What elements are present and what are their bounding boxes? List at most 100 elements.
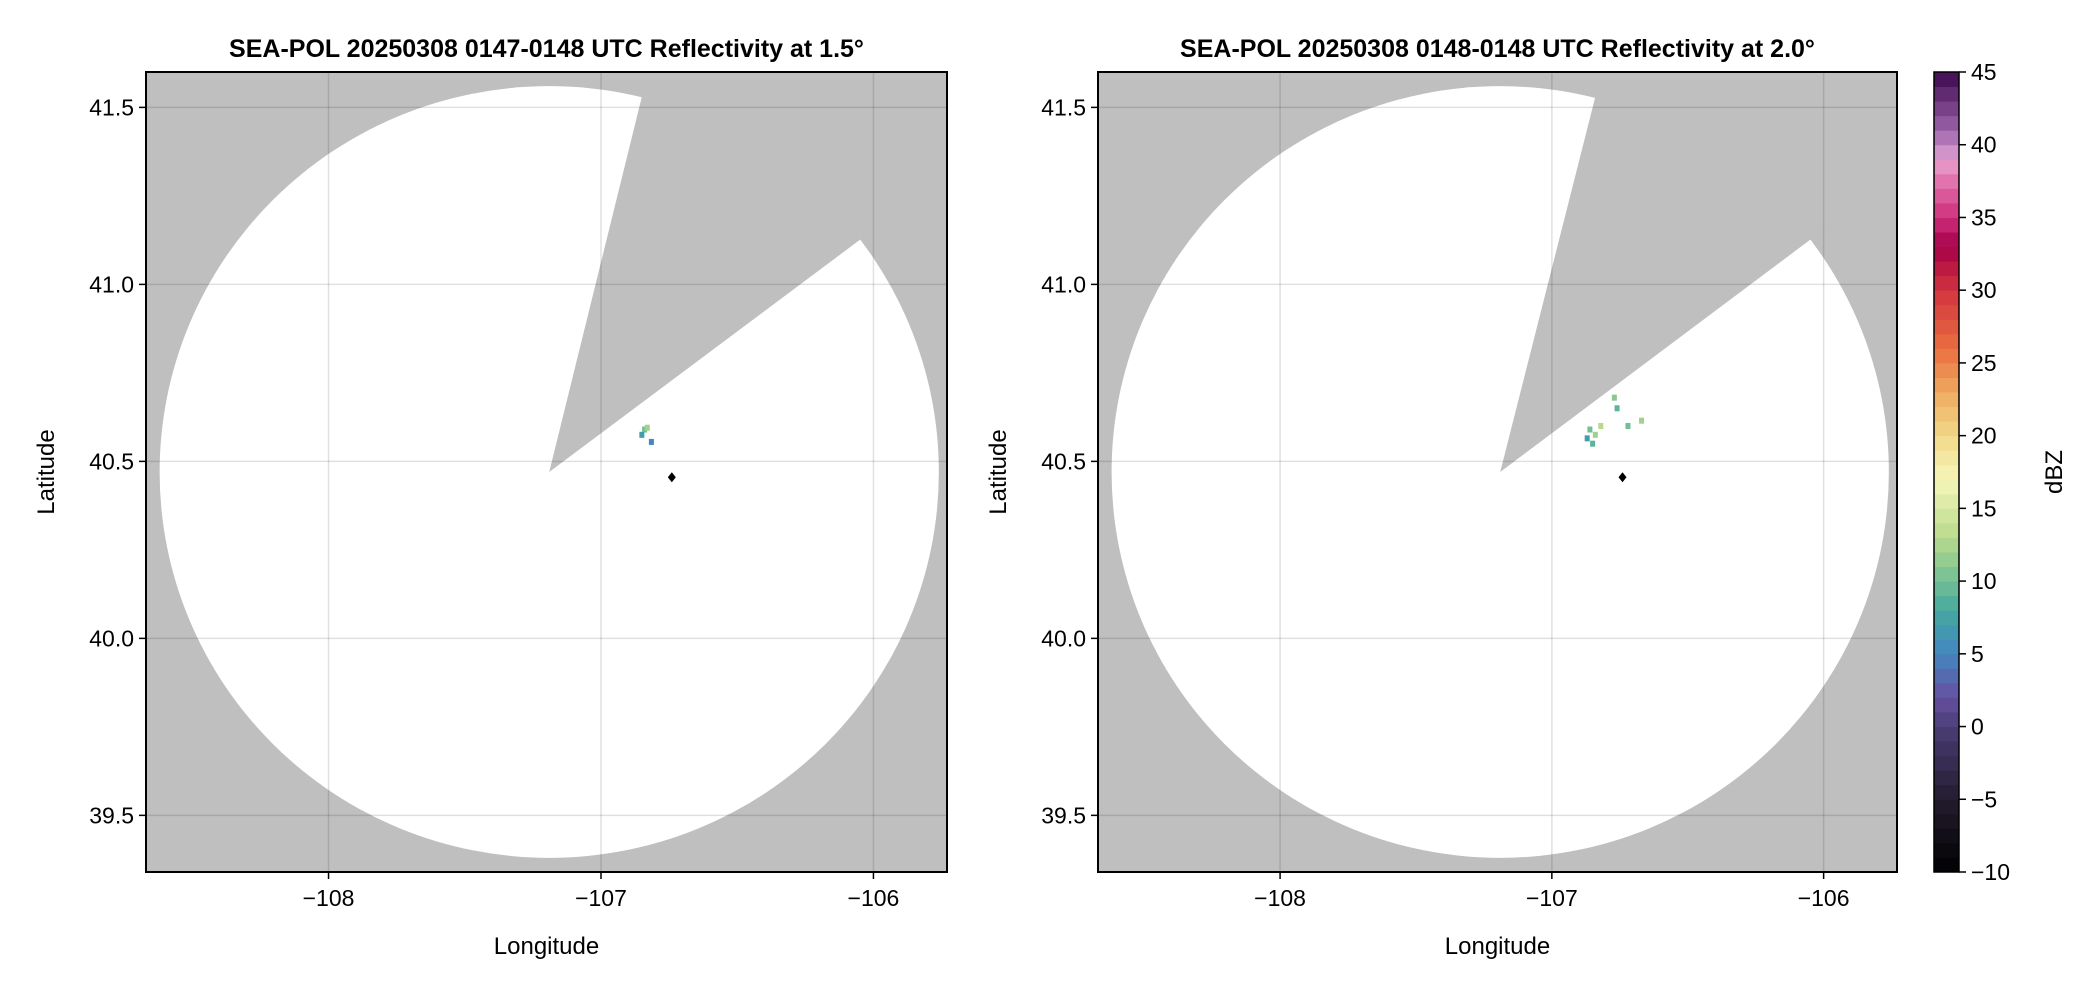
colorbar-band xyxy=(1934,304,1959,320)
panel-1: −108 −107 −106 39.5 40.0 40.5 41.0 41.5 SEA-POL … xyxy=(33,35,948,960)
colorbar-band xyxy=(1934,857,1959,873)
y-tick-label: 39.5 xyxy=(89,802,134,828)
colorbar-band xyxy=(1934,493,1959,509)
colorbar-band xyxy=(1934,784,1959,800)
colorbar-tick-label: 40 xyxy=(1971,132,1997,158)
colorbar-band xyxy=(1934,202,1959,218)
colorbar-band xyxy=(1934,275,1959,291)
x-tick-label: −108 xyxy=(303,885,355,911)
colorbar-band xyxy=(1934,813,1959,829)
colorbar-band xyxy=(1934,522,1959,538)
x-axis-label: Longitude xyxy=(1445,933,1550,960)
colorbar-band xyxy=(1934,232,1959,248)
colorbar-band xyxy=(1934,770,1959,786)
colorbar-band xyxy=(1934,726,1959,742)
colorbar-band xyxy=(1934,712,1959,728)
y-axis-label: Latitude xyxy=(33,429,60,514)
colorbar-band xyxy=(1934,639,1959,655)
echo-cell xyxy=(1590,440,1596,447)
colorbar-tick-label: 10 xyxy=(1971,568,1997,594)
colorbar-band xyxy=(1934,566,1959,582)
colorbar-tick-label: 5 xyxy=(1971,641,1984,667)
x-axis-label: Longitude xyxy=(494,933,599,960)
echo-cell xyxy=(1584,435,1590,442)
x-tick-label: −107 xyxy=(1526,885,1578,911)
colorbar-band xyxy=(1934,828,1959,844)
colorbar-band xyxy=(1934,115,1959,131)
colorbar-band xyxy=(1934,101,1959,117)
echo-cell xyxy=(1639,417,1645,424)
echo-cell xyxy=(1614,405,1620,412)
colorbar: −10 −5 0 5 10 15 20 25 30 35 40 45 dBZ xyxy=(1933,59,2068,885)
colorbar-band xyxy=(1934,188,1959,204)
colorbar-band xyxy=(1934,624,1959,640)
colorbar-band xyxy=(1934,217,1959,233)
colorbar-band xyxy=(1934,173,1959,189)
colorbar-band xyxy=(1934,450,1959,466)
colorbar-band xyxy=(1934,537,1959,553)
colorbar-band xyxy=(1934,377,1959,393)
echo-cell xyxy=(648,438,654,445)
y-tick-label: 40.0 xyxy=(1041,625,1086,651)
echo-cell xyxy=(1611,394,1617,401)
colorbar-band xyxy=(1934,261,1959,277)
colorbar-band xyxy=(1934,246,1959,262)
y-tick-label: 39.5 xyxy=(1041,802,1086,828)
colorbar-tick-label: 15 xyxy=(1971,495,1997,521)
colorbar-band xyxy=(1934,610,1959,626)
colorbar-band xyxy=(1934,421,1959,437)
colorbar-band xyxy=(1934,435,1959,451)
colorbar-tick-label: 45 xyxy=(1971,59,1997,85)
echo-cell xyxy=(644,424,650,431)
echo-cell xyxy=(1625,422,1631,429)
colorbar-band xyxy=(1934,668,1959,684)
echo-cell xyxy=(1592,431,1598,438)
y-tick-label: 40.5 xyxy=(89,448,134,474)
echo-cell xyxy=(1587,426,1593,433)
blocked-sector xyxy=(1500,72,1897,472)
echo-cell xyxy=(1598,422,1604,429)
panel-2: −108 −107 −106 39.5 40.0 40.5 41.0 41.5 SEA-POL … xyxy=(985,35,1898,960)
colorbar-tick-label: 35 xyxy=(1971,204,1997,230)
x-tick-label: −106 xyxy=(848,885,900,911)
colorbar-band xyxy=(1934,319,1959,335)
colorbar-tick-label: 30 xyxy=(1971,277,1997,303)
colorbar-band xyxy=(1934,464,1959,480)
y-tick-label: 41.5 xyxy=(89,94,134,120)
colorbar-band xyxy=(1934,595,1959,611)
colorbar-tick-label: 20 xyxy=(1971,423,1997,449)
x-tick-label: −108 xyxy=(1254,885,1306,911)
plot-frame xyxy=(1097,71,1898,873)
colorbar-frame xyxy=(1933,71,1960,873)
y-tick-label: 40.5 xyxy=(1041,448,1086,474)
echo-cell xyxy=(639,431,645,438)
radar-site-marker xyxy=(1618,472,1627,483)
colorbar-band xyxy=(1934,159,1959,175)
colorbar-band xyxy=(1934,86,1959,102)
colorbar-band xyxy=(1934,333,1959,349)
colorbar-band xyxy=(1934,406,1959,422)
echo-cell xyxy=(642,426,648,433)
colorbar-band xyxy=(1934,741,1959,757)
plot-frame xyxy=(145,71,948,873)
y-tick-label: 41.5 xyxy=(1041,94,1086,120)
y-tick-label: 41.0 xyxy=(89,271,134,297)
blocked-sector xyxy=(549,72,947,472)
colorbar-band xyxy=(1934,479,1959,495)
colorbar-band xyxy=(1934,130,1959,146)
colorbar-band xyxy=(1934,653,1959,669)
panel-title: SEA-POL 20250308 0148-0148 UTC Reflectiv… xyxy=(1180,35,1815,63)
colorbar-tick-label: 25 xyxy=(1971,350,1997,376)
y-axis-label: Latitude xyxy=(985,429,1012,514)
colorbar-label: dBZ xyxy=(2041,450,2068,494)
radar-site-marker xyxy=(667,472,676,483)
colorbar-tick-label: −10 xyxy=(1971,859,2010,885)
colorbar-band xyxy=(1934,682,1959,698)
x-tick-label: −107 xyxy=(575,885,627,911)
colorbar-band xyxy=(1934,72,1959,88)
colorbar-band xyxy=(1934,144,1959,160)
colorbar-band xyxy=(1934,392,1959,408)
plot-area xyxy=(1098,72,1897,872)
